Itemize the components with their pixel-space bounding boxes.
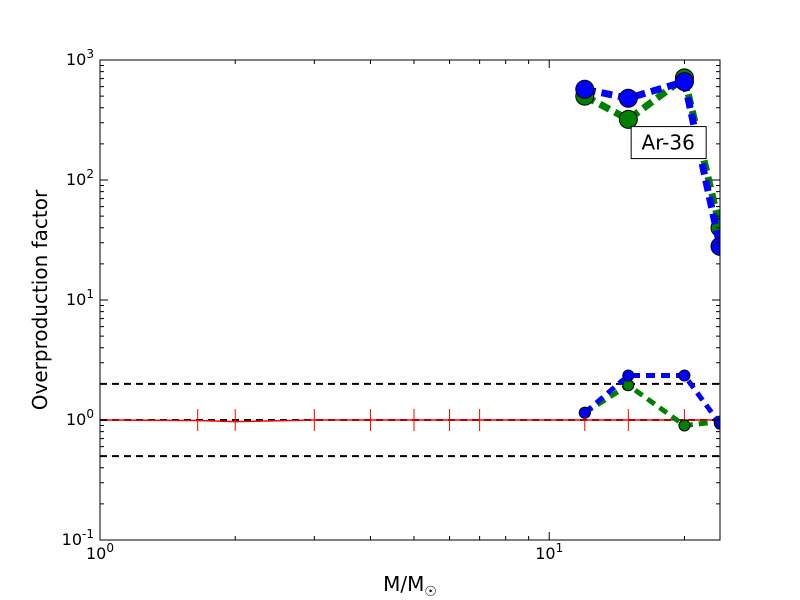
x-tick-label: 101 <box>535 541 563 563</box>
y-tick-label: 102 <box>66 167 94 189</box>
annotation-frame <box>630 126 707 160</box>
data-point <box>710 236 720 256</box>
series-line <box>584 77 720 248</box>
data-point <box>678 369 691 382</box>
x-axis-label: M/M☉ <box>383 572 437 600</box>
y-tick-label: 103 <box>66 47 94 69</box>
data-point <box>674 72 694 92</box>
y-axis-label: Overproduction factor <box>28 189 52 410</box>
data-point <box>575 79 595 99</box>
data-point <box>622 369 635 382</box>
data-point <box>678 419 691 432</box>
series-line <box>583 372 720 426</box>
data-point <box>618 109 638 129</box>
series-line <box>583 382 720 429</box>
data-point <box>578 406 591 419</box>
reference-series-line <box>100 419 720 423</box>
data-point <box>618 88 638 108</box>
plot-area <box>100 60 720 540</box>
y-tick-label: 100 <box>66 407 94 429</box>
x-tick-label: 100 <box>86 541 114 563</box>
y-tick-label: 10-1 <box>62 527 94 549</box>
data-point <box>714 417 720 430</box>
annotation-label: Ar-36 <box>642 131 695 155</box>
y-tick-label: 101 <box>66 287 94 309</box>
annotation-box: Ar-36 <box>630 126 707 160</box>
